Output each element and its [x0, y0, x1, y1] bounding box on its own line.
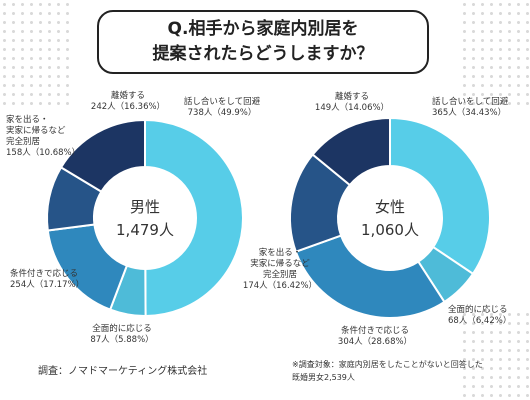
male-center-value: 1,479人 — [116, 221, 174, 239]
title-line-1: Q.相手から家庭内別居を — [167, 19, 359, 39]
female-label-divorce: 離婚する 149人（14.06%） — [315, 91, 389, 113]
survey-note-line-2: 既婚男女2,539人 — [292, 373, 355, 382]
male-donut-hole — [95, 168, 195, 268]
male-label-leave_home: 家を出る・実家に帰るなど完全別居 158人（10.68%） — [6, 114, 80, 158]
female-donut-chart: 女性 1,060人 話し合いをして回避 365人（34.43%） 全面的に応じる 68人（… — [243, 91, 511, 347]
male-label-divorce: 離婚する 242人（16.36%） — [91, 90, 165, 112]
female-label-accept: 全面的に応じる 68人（6.42%） — [448, 304, 511, 326]
title-box: Q.相手から家庭内別居を 提案されたらどうしますか？ — [97, 10, 429, 74]
survey-source: 調査：ノマドマーケティング株式会社 — [38, 366, 208, 377]
male-slice-talk — [144, 118, 244, 318]
dot-pattern-left — [0, 0, 70, 110]
female-label-talk: 話し合いをして回避 365人（34.43%） — [432, 96, 509, 118]
dot-pattern-bottom-right — [460, 310, 530, 400]
dot-pattern-right — [460, 0, 530, 110]
female-label-leave_home: 家を出る・実家に帰るなど完全別居 174人（16.42%） — [243, 247, 317, 291]
survey-note: ※調査対象：家庭内別居をしたことがないと回答した 既婚男女2,539人 — [292, 358, 483, 384]
male-label-conditional: 条件付きで応じる 254人（17.17%） — [10, 268, 84, 290]
survey-note-line-1: ※調査対象：家庭内別居をしたことがないと回答した — [292, 360, 483, 369]
female-slice-conditional — [294, 234, 446, 319]
male-slice-divorce — [59, 118, 146, 194]
female-center-value: 1,060人 — [361, 221, 419, 239]
female-label-conditional: 条件付きで応じる 304人（28.68%） — [338, 325, 412, 347]
male-label-accept: 全面的に応じる 87人（5.88%） — [90, 323, 153, 345]
male-donut-chart: 男性 1,479人 話し合いをして回避 738人（49.9%） 全面的に応じる 87人（5… — [6, 90, 261, 345]
female-slice-divorce — [311, 116, 391, 187]
male-label-talk: 話し合いをして回避 738人（49.9%） — [184, 96, 261, 118]
female-donut-hole — [339, 167, 441, 269]
title-line-2: 提案されたらどうしますか？ — [152, 44, 374, 64]
female-slice-talk — [389, 116, 491, 276]
female-center-title: 女性 — [375, 198, 405, 216]
male-center-title: 男性 — [130, 198, 160, 216]
